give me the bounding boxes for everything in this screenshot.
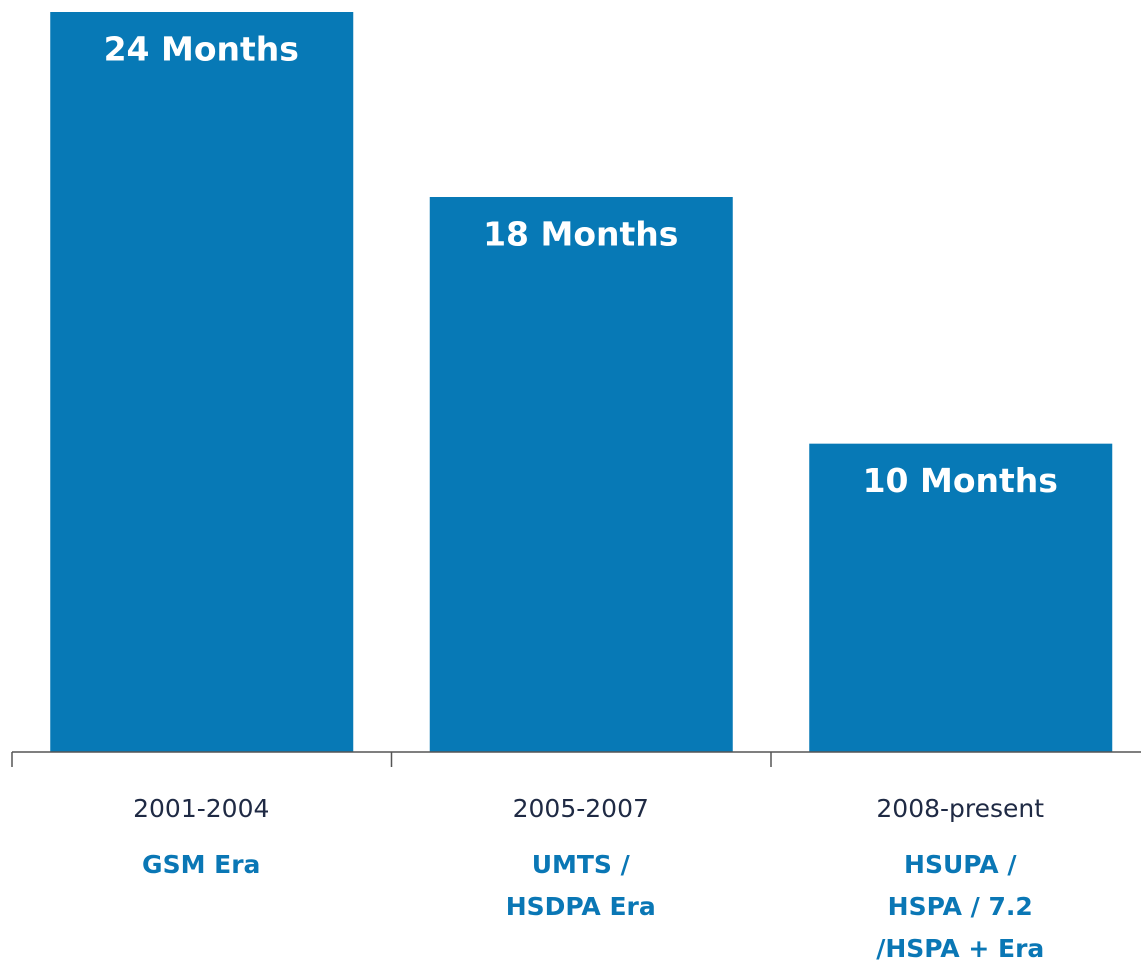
x-tick-label: 2005-2007 <box>513 794 649 823</box>
x-tick-label: 2001-2004 <box>133 794 269 823</box>
x-tick-label: 2008-present <box>876 794 1044 823</box>
era-label: HSPA / 7.2 <box>888 892 1033 921</box>
era-label: UMTS / <box>532 850 631 879</box>
value-label: 10 Months <box>863 461 1058 500</box>
value-label: 18 Months <box>483 215 678 254</box>
era-label: HSDPA Era <box>506 892 656 921</box>
era-label: /HSPA + Era <box>876 934 1044 961</box>
bar <box>50 12 354 752</box>
era-label: HSUPA / <box>904 850 1017 879</box>
bar <box>809 443 1113 752</box>
value-label: 24 Months <box>104 30 299 69</box>
era-label: GSM Era <box>142 850 260 879</box>
bar <box>429 197 733 752</box>
